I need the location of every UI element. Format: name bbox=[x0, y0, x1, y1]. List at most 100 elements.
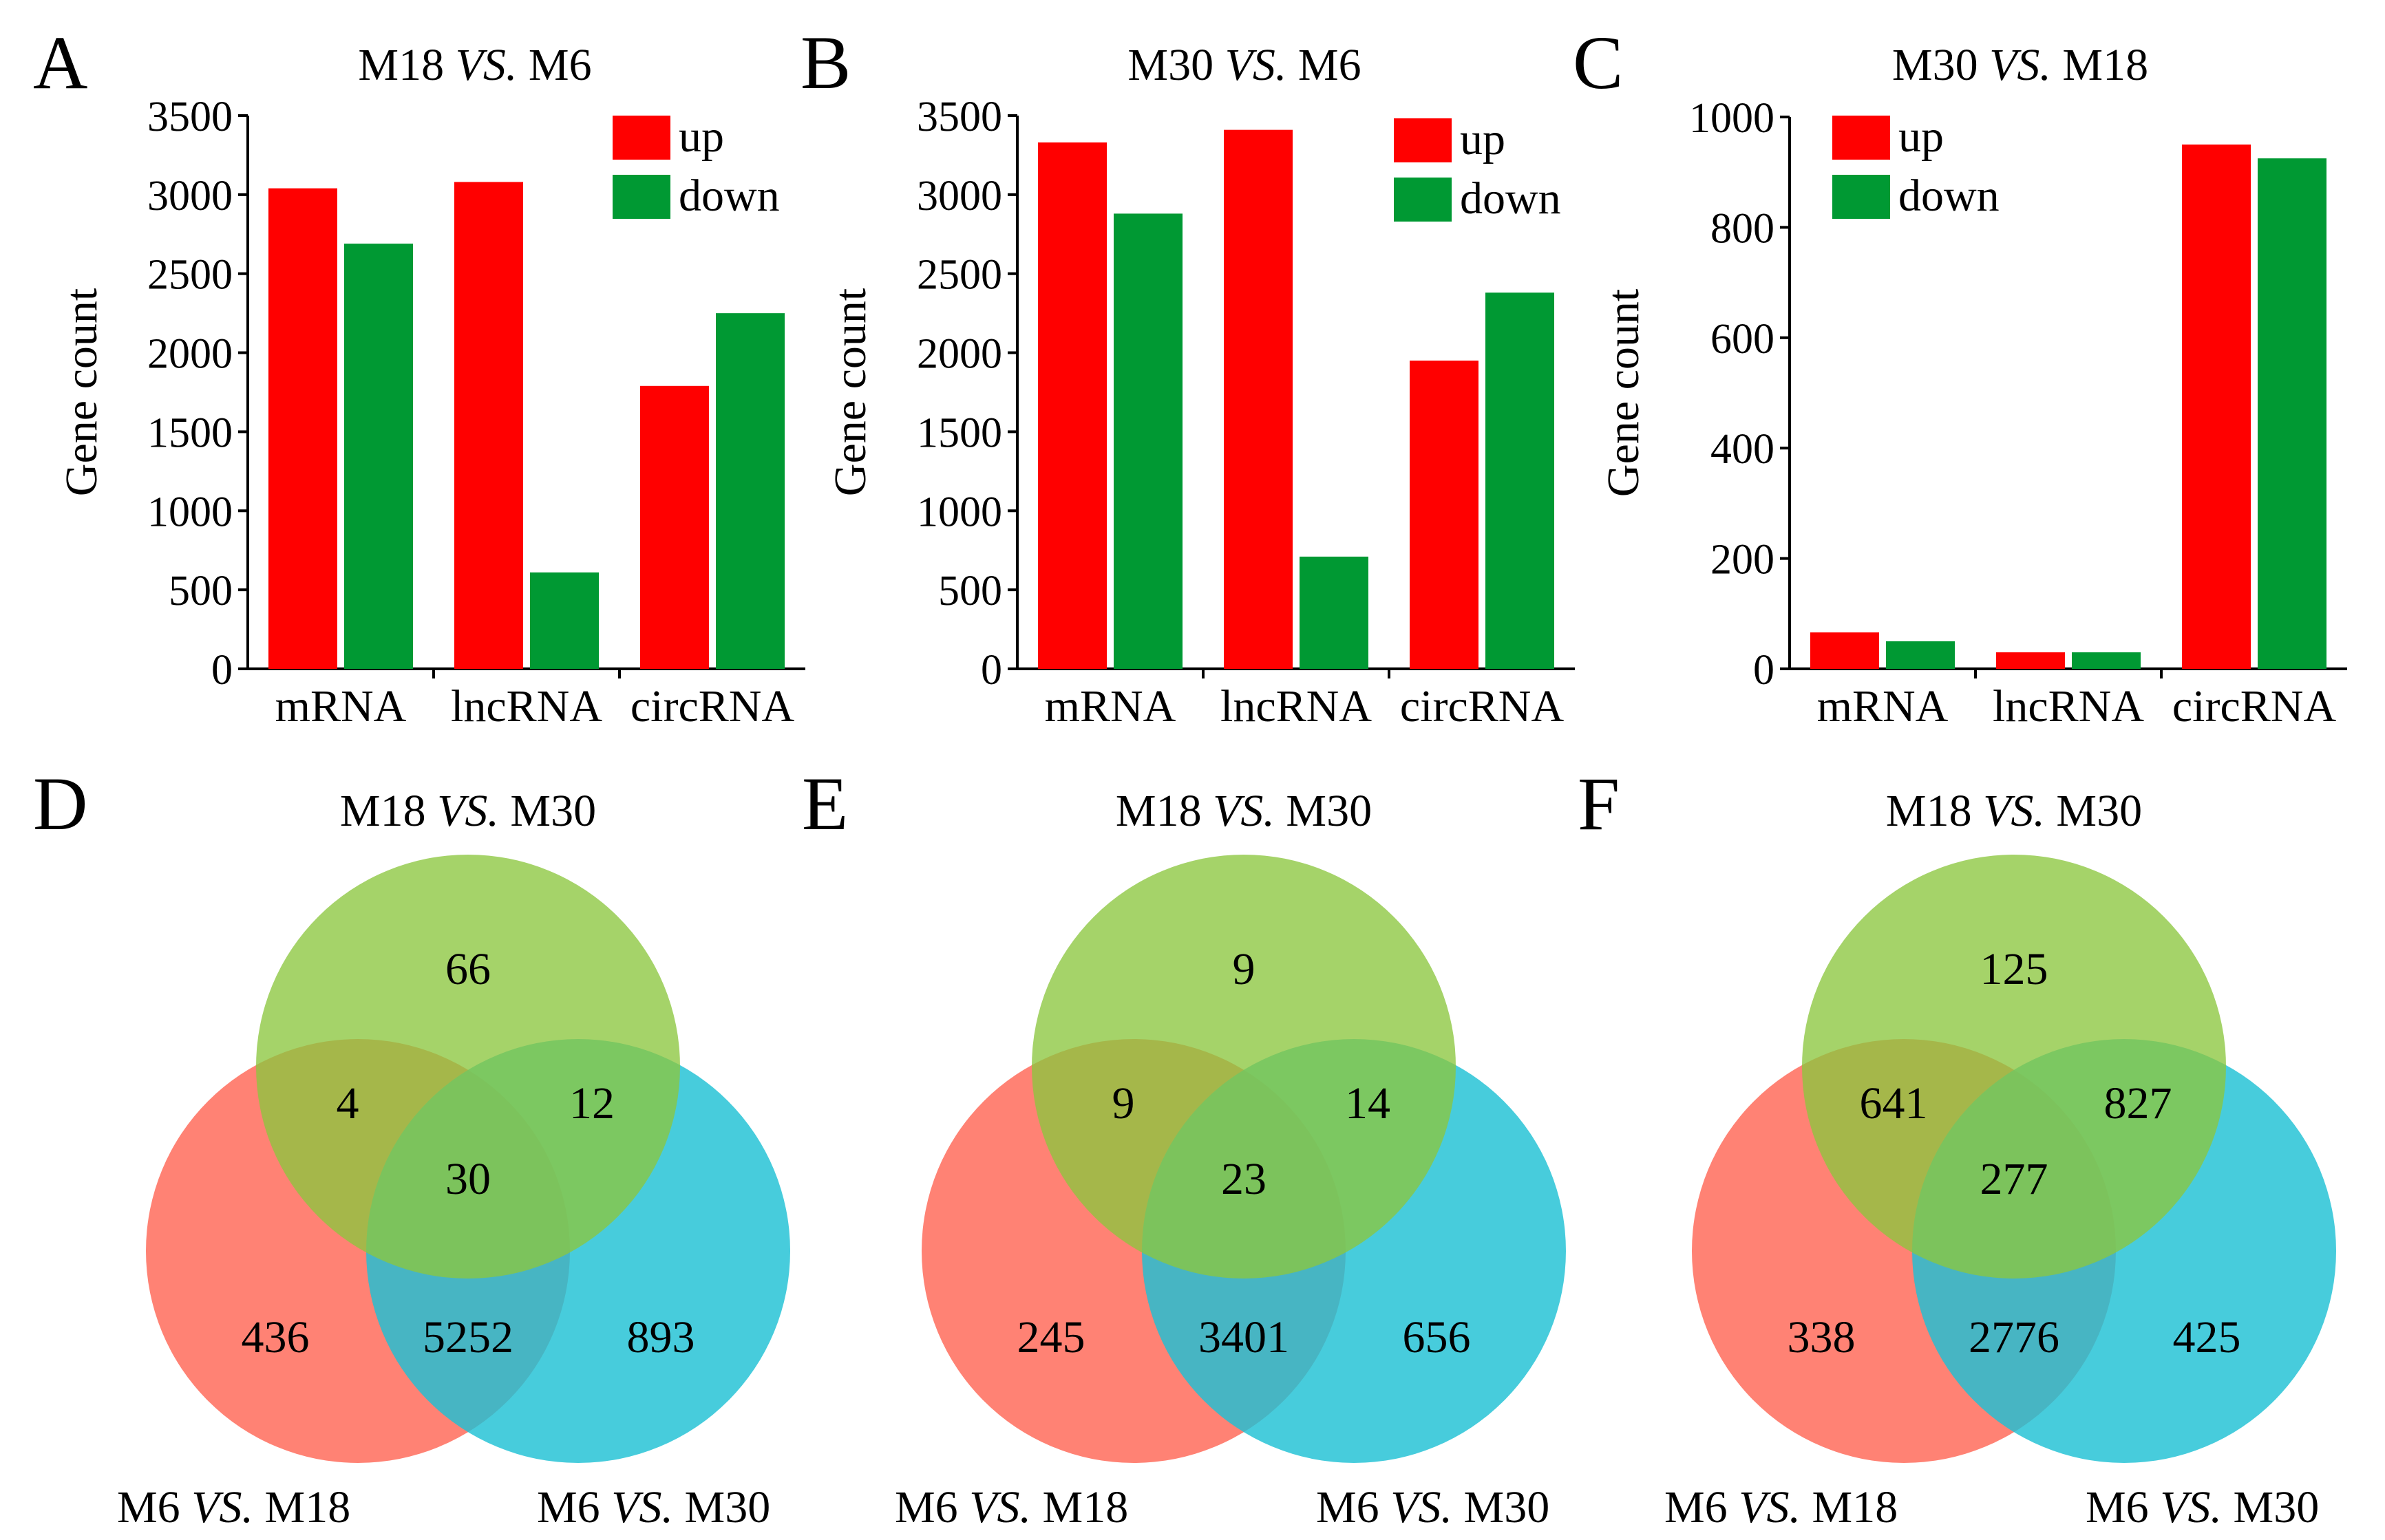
bar-circrna-up bbox=[1410, 361, 1478, 669]
venn-count-top-right: 12 bbox=[569, 1078, 615, 1129]
bar-chart-a: A M18 VS. M6 0 500 1000 1500 2000 2500 3000 3500 G… bbox=[33, 21, 805, 731]
legend-swatch-down bbox=[613, 175, 670, 219]
venn-circle-top bbox=[1032, 855, 1456, 1279]
x-tick-label-circrna: circRNA bbox=[630, 681, 795, 731]
y-tick-label: 2500 bbox=[147, 252, 233, 299]
y-tick-label: 0 bbox=[211, 647, 233, 694]
venn-count-top-only: 125 bbox=[1980, 944, 2048, 994]
venn-count-left-only: 436 bbox=[242, 1312, 310, 1362]
venn-count-top-only: 9 bbox=[1233, 944, 1255, 994]
venn-label-right-suffix: M30 bbox=[673, 1482, 770, 1532]
venn-count-top-left: 9 bbox=[1112, 1078, 1135, 1129]
y-tick-label: 3000 bbox=[147, 173, 233, 220]
bar-lncrna-up bbox=[1996, 652, 2065, 669]
venn-label-top: M18 VS. M30 bbox=[1886, 786, 2142, 836]
legend-swatch-up bbox=[1394, 118, 1452, 162]
bar-mrna-up bbox=[268, 188, 337, 669]
bar-circrna-down bbox=[1485, 292, 1554, 669]
x-tick-label-lncrna: lncRNA bbox=[1993, 681, 2144, 731]
venn-circle-top bbox=[256, 855, 680, 1279]
bar-lncrna-up bbox=[1224, 129, 1293, 669]
panel-letter-d: D bbox=[33, 762, 87, 846]
y-tick-label: 3500 bbox=[917, 94, 1002, 140]
bar-mrna-down bbox=[1114, 213, 1183, 669]
x-tick-label-circrna: circRNA bbox=[1400, 681, 1565, 731]
venn-count-center: 23 bbox=[1221, 1154, 1266, 1204]
bar-chart-c: C M30 VS. M18 0 200 400 600 800 1000 Gene count m… bbox=[1573, 21, 2347, 731]
venn-label-left-suffix: M18 bbox=[253, 1482, 350, 1532]
venn-label-right-italic: VS. bbox=[2160, 1482, 2222, 1532]
venn-count-left-only: 338 bbox=[1788, 1312, 1856, 1362]
venn-label-left-italic: VS. bbox=[191, 1482, 253, 1532]
legend-label-down: down bbox=[1898, 171, 2000, 221]
x-tick-label-mrna: mRNA bbox=[1817, 681, 1949, 731]
venn-count-top-left: 641 bbox=[1860, 1078, 1928, 1129]
legend-swatch-up bbox=[1832, 116, 1890, 160]
y-tick-label: 600 bbox=[1710, 316, 1774, 363]
legend-swatch-down bbox=[1394, 178, 1452, 222]
y-tick-label: 1000 bbox=[147, 489, 233, 535]
y-tick-label: 400 bbox=[1710, 426, 1774, 473]
legend-label-down: down bbox=[1460, 173, 1561, 224]
bar-mrna-down bbox=[344, 244, 413, 669]
y-tick-label: 1500 bbox=[147, 409, 233, 456]
venn-label-top-italic: VS. bbox=[1983, 786, 2045, 836]
venn-count-left-right: 5252 bbox=[423, 1312, 513, 1362]
x-tick-label-mrna: mRNA bbox=[1045, 681, 1176, 731]
chart-title-b-italic: VS. bbox=[1225, 40, 1287, 90]
venn-count-top-right: 14 bbox=[1345, 1078, 1390, 1129]
x-tick-label-lncrna: lncRNA bbox=[1220, 681, 1372, 731]
y-tick-label: 0 bbox=[981, 647, 1002, 694]
venn-label-right-prefix: M6 bbox=[1316, 1482, 1390, 1532]
venn-label-top: M18 VS. M30 bbox=[340, 786, 596, 836]
y-tick-label: 3500 bbox=[147, 94, 233, 140]
y-tick-label: 2000 bbox=[917, 331, 1002, 378]
venn-label-right-italic: VS. bbox=[1390, 1482, 1452, 1532]
venn-count-right-only: 893 bbox=[627, 1312, 695, 1362]
venn-count-right-only: 425 bbox=[2173, 1312, 2241, 1362]
y-axis-label: Gene count bbox=[56, 288, 107, 496]
venn-label-top-italic: VS. bbox=[437, 786, 499, 836]
chart-title-a-suffix: M6 bbox=[517, 40, 591, 90]
venn-label-top-prefix: M18 bbox=[340, 786, 437, 836]
venn-label-left-prefix: M6 bbox=[117, 1482, 191, 1532]
venn-label-right-prefix: M6 bbox=[2086, 1482, 2160, 1532]
venn-label-top-prefix: M18 bbox=[1886, 786, 1983, 836]
y-tick-label: 3000 bbox=[917, 173, 1002, 220]
panel-letter-b: B bbox=[801, 21, 851, 105]
legend-label-up: up bbox=[1460, 114, 1505, 164]
venn-label-top-italic: VS. bbox=[1213, 786, 1275, 836]
venn-label-right-suffix: M30 bbox=[1452, 1482, 1549, 1532]
x-tick-label-lncrna: lncRNA bbox=[451, 681, 602, 731]
y-axis-label: Gene count bbox=[1598, 289, 1649, 497]
venn-label-left: M6 VS. M18 bbox=[1664, 1482, 1898, 1532]
chart-title-b-prefix: M30 bbox=[1127, 40, 1225, 90]
venn-circle-top bbox=[1802, 855, 2226, 1279]
y-tick-label: 1500 bbox=[917, 409, 1002, 456]
legend-label-up: up bbox=[679, 111, 724, 162]
chart-title-a-prefix: M18 bbox=[358, 40, 455, 90]
bar-mrna-up bbox=[1810, 632, 1879, 669]
venn-label-left-prefix: M6 bbox=[1664, 1482, 1739, 1532]
legend-swatch-up bbox=[613, 116, 670, 160]
x-tick-label-circrna: circRNA bbox=[2172, 681, 2337, 731]
bar-lncrna-down bbox=[1300, 556, 1368, 669]
legend-label-up: up bbox=[1898, 111, 1944, 162]
venn-count-left-right: 2776 bbox=[1969, 1312, 2059, 1362]
bar-lncrna-up bbox=[454, 182, 523, 670]
y-tick-label: 2500 bbox=[917, 252, 1002, 299]
chart-title-a: M18 VS. M6 bbox=[358, 40, 591, 90]
bar-circrna-down bbox=[2258, 158, 2326, 669]
legend-swatch-down bbox=[1832, 175, 1890, 219]
chart-title-b: M30 VS. M6 bbox=[1127, 40, 1361, 90]
y-tick-label: 200 bbox=[1710, 537, 1774, 584]
panel-letter-f: F bbox=[1578, 762, 1620, 846]
chart-title-c-suffix: M18 bbox=[2051, 40, 2148, 90]
y-tick-label: 1000 bbox=[917, 489, 1002, 535]
bar-mrna-down bbox=[1886, 641, 1955, 669]
venn-label-left-italic: VS. bbox=[969, 1482, 1031, 1532]
y-tick-label: 500 bbox=[169, 568, 233, 614]
